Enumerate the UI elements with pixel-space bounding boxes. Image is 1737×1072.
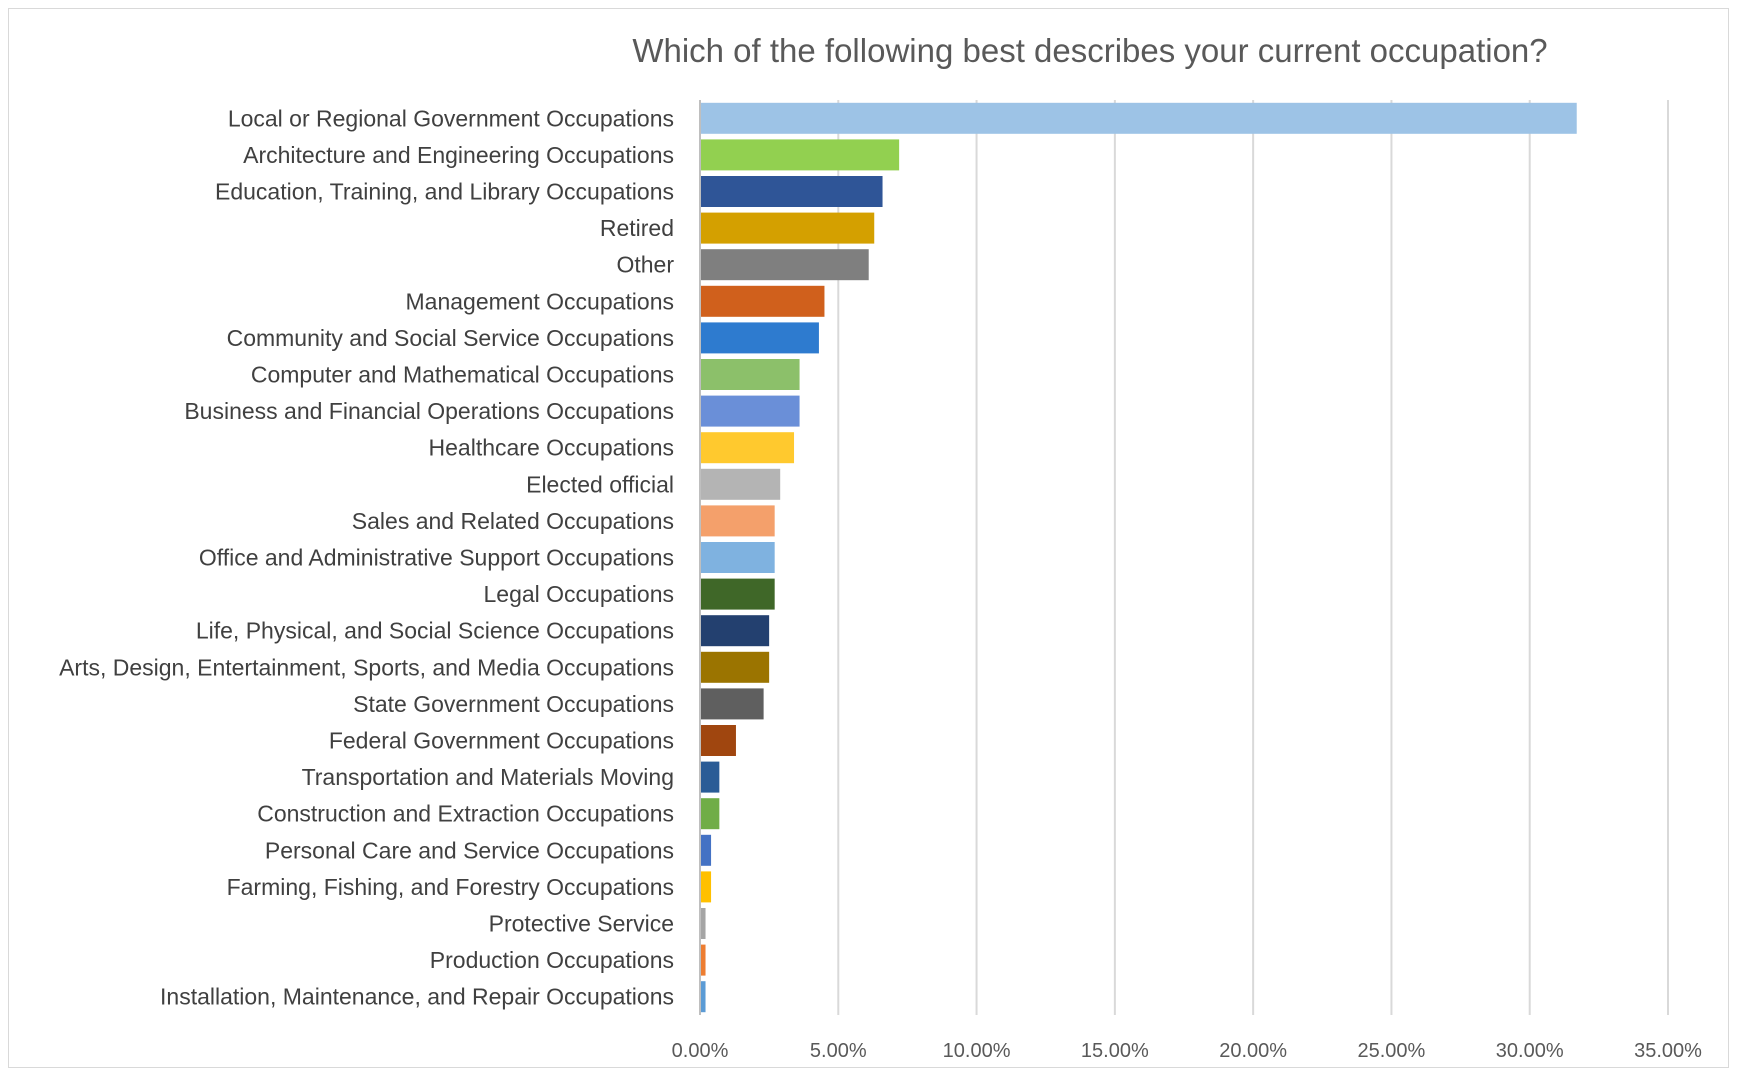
category-label: Construction and Extraction Occupations xyxy=(257,801,674,827)
category-label: Life, Physical, and Social Science Occup… xyxy=(196,618,674,644)
category-label: Elected official xyxy=(526,471,674,497)
category-label: Arts, Design, Entertainment, Sports, and… xyxy=(59,654,674,680)
bar xyxy=(701,249,869,281)
bar xyxy=(701,176,883,207)
category-label: Farming, Fishing, and Forestry Occupatio… xyxy=(227,874,674,900)
category-label: Legal Occupations xyxy=(483,581,674,607)
bar xyxy=(701,798,720,830)
bar xyxy=(701,212,875,244)
category-label: Installation, Maintenance, and Repair Oc… xyxy=(160,984,674,1010)
bar xyxy=(701,578,775,610)
bar xyxy=(701,651,770,683)
bar xyxy=(701,871,712,903)
bar xyxy=(701,725,736,756)
category-label: Sales and Related Occupations xyxy=(352,508,674,534)
category-labels: Local or Regional Government Occupations… xyxy=(59,105,674,1009)
bar xyxy=(701,395,800,427)
category-label: Retired xyxy=(600,215,674,241)
category-label: Production Occupations xyxy=(430,947,674,973)
bar xyxy=(701,834,712,866)
category-label: Healthcare Occupations xyxy=(429,435,674,461)
bars xyxy=(701,102,1577,1013)
x-tick-label: 0.00% xyxy=(672,1040,729,1062)
category-label: Community and Social Service Occupations xyxy=(227,325,674,351)
bar xyxy=(701,908,706,939)
x-tick-label: 20.00% xyxy=(1219,1040,1287,1062)
category-label: Architecture and Engineering Occupations xyxy=(243,142,674,168)
bar xyxy=(701,359,800,390)
category-label: Business and Financial Operations Occupa… xyxy=(184,398,674,424)
x-tick-label: 15.00% xyxy=(1081,1040,1149,1062)
category-label: Federal Government Occupations xyxy=(329,728,674,754)
bar xyxy=(701,542,775,573)
category-label: Computer and Mathematical Occupations xyxy=(251,362,674,388)
category-label: Transportation and Materials Moving xyxy=(302,764,674,790)
bar xyxy=(701,322,819,354)
x-tick-label: 30.00% xyxy=(1496,1040,1564,1062)
bar xyxy=(701,468,781,500)
chart-title: Which of the following best describes yo… xyxy=(632,32,1547,69)
x-tick-label: 5.00% xyxy=(810,1040,867,1062)
bar xyxy=(701,285,825,317)
bar xyxy=(701,139,900,171)
category-label: Local or Regional Government Occupations xyxy=(228,105,674,131)
bar xyxy=(701,615,770,647)
category-label: Management Occupations xyxy=(406,288,675,314)
category-label: Education, Training, and Library Occupat… xyxy=(215,179,674,205)
bar xyxy=(701,761,720,793)
bar xyxy=(701,688,764,720)
x-axis-tick-labels: 0.00% 5.00% 10.00% 15.00% 20.00% 25.00% 30.00%… xyxy=(672,1040,1702,1062)
category-label: Protective Service xyxy=(489,911,674,937)
bar xyxy=(701,102,1577,134)
x-tick-label: 35.00% xyxy=(1634,1040,1702,1062)
category-label: Other xyxy=(616,252,674,278)
category-label: State Government Occupations xyxy=(353,691,674,717)
x-tick-label: 25.00% xyxy=(1358,1040,1426,1062)
bar xyxy=(701,505,775,537)
category-label: Personal Care and Service Occupations xyxy=(265,837,674,863)
category-label: Office and Administrative Support Occupa… xyxy=(199,545,674,571)
bar xyxy=(701,432,795,464)
bar xyxy=(701,944,706,976)
bar xyxy=(701,981,706,1013)
x-tick-label: 10.00% xyxy=(943,1040,1011,1062)
